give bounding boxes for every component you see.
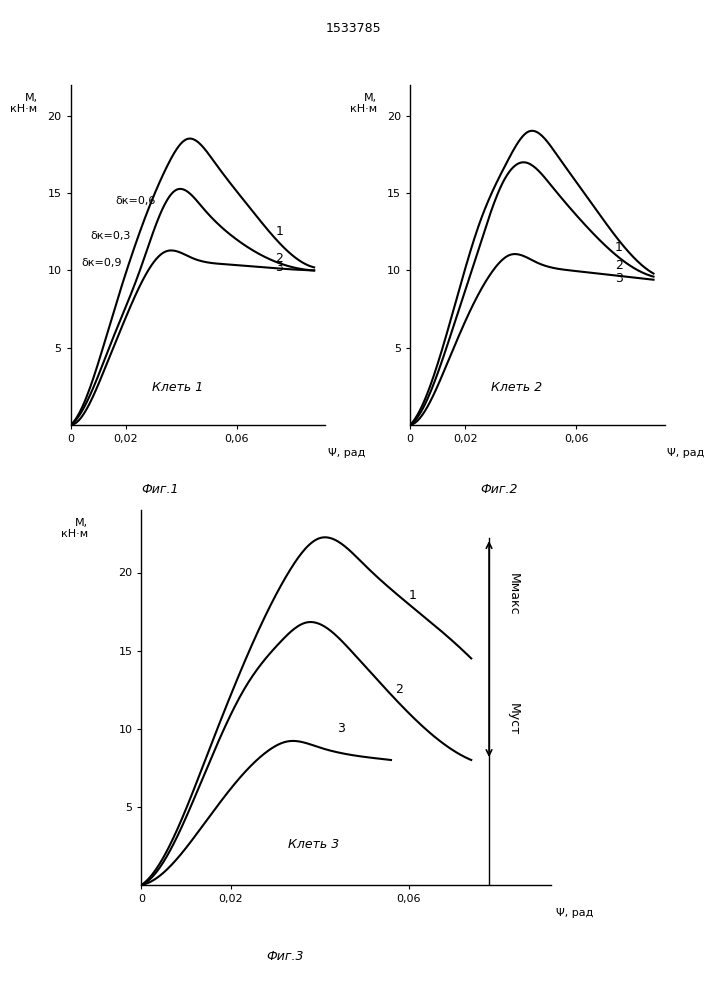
- Text: 2: 2: [395, 683, 403, 696]
- Text: Фиг.1: Фиг.1: [141, 483, 179, 496]
- Text: Клеть 3: Клеть 3: [288, 838, 339, 850]
- Text: 1: 1: [409, 589, 416, 602]
- Text: Клеть 1: Клеть 1: [152, 381, 203, 394]
- Text: Фиг.2: Фиг.2: [480, 483, 518, 496]
- Text: Муст: Муст: [507, 703, 520, 736]
- Text: 2: 2: [615, 259, 623, 272]
- Text: Ψ, рад: Ψ, рад: [556, 908, 593, 918]
- Text: M,
кН·м: M, кН·м: [11, 93, 37, 114]
- Text: 3: 3: [276, 261, 284, 274]
- Text: 3: 3: [615, 272, 623, 285]
- Text: 1: 1: [615, 241, 623, 254]
- Text: 3: 3: [337, 722, 346, 735]
- Text: M,
кН·м: M, кН·м: [61, 518, 88, 539]
- Text: Фиг.3: Фиг.3: [266, 950, 304, 963]
- Text: δк=0,9: δк=0,9: [82, 258, 122, 268]
- Text: Ммакс: Ммакс: [507, 573, 520, 616]
- Text: δк=0,3: δк=0,3: [90, 231, 130, 241]
- Text: 2: 2: [276, 252, 284, 265]
- Text: Ψ, рад: Ψ, рад: [328, 448, 365, 458]
- Text: Клеть 2: Клеть 2: [491, 381, 542, 394]
- Text: δк=0,6: δк=0,6: [115, 196, 156, 206]
- Text: M,
кН·м: M, кН·м: [350, 93, 377, 114]
- Text: Ψ, рад: Ψ, рад: [667, 448, 704, 458]
- Text: 1533785: 1533785: [326, 22, 381, 35]
- Text: 1: 1: [276, 225, 284, 238]
